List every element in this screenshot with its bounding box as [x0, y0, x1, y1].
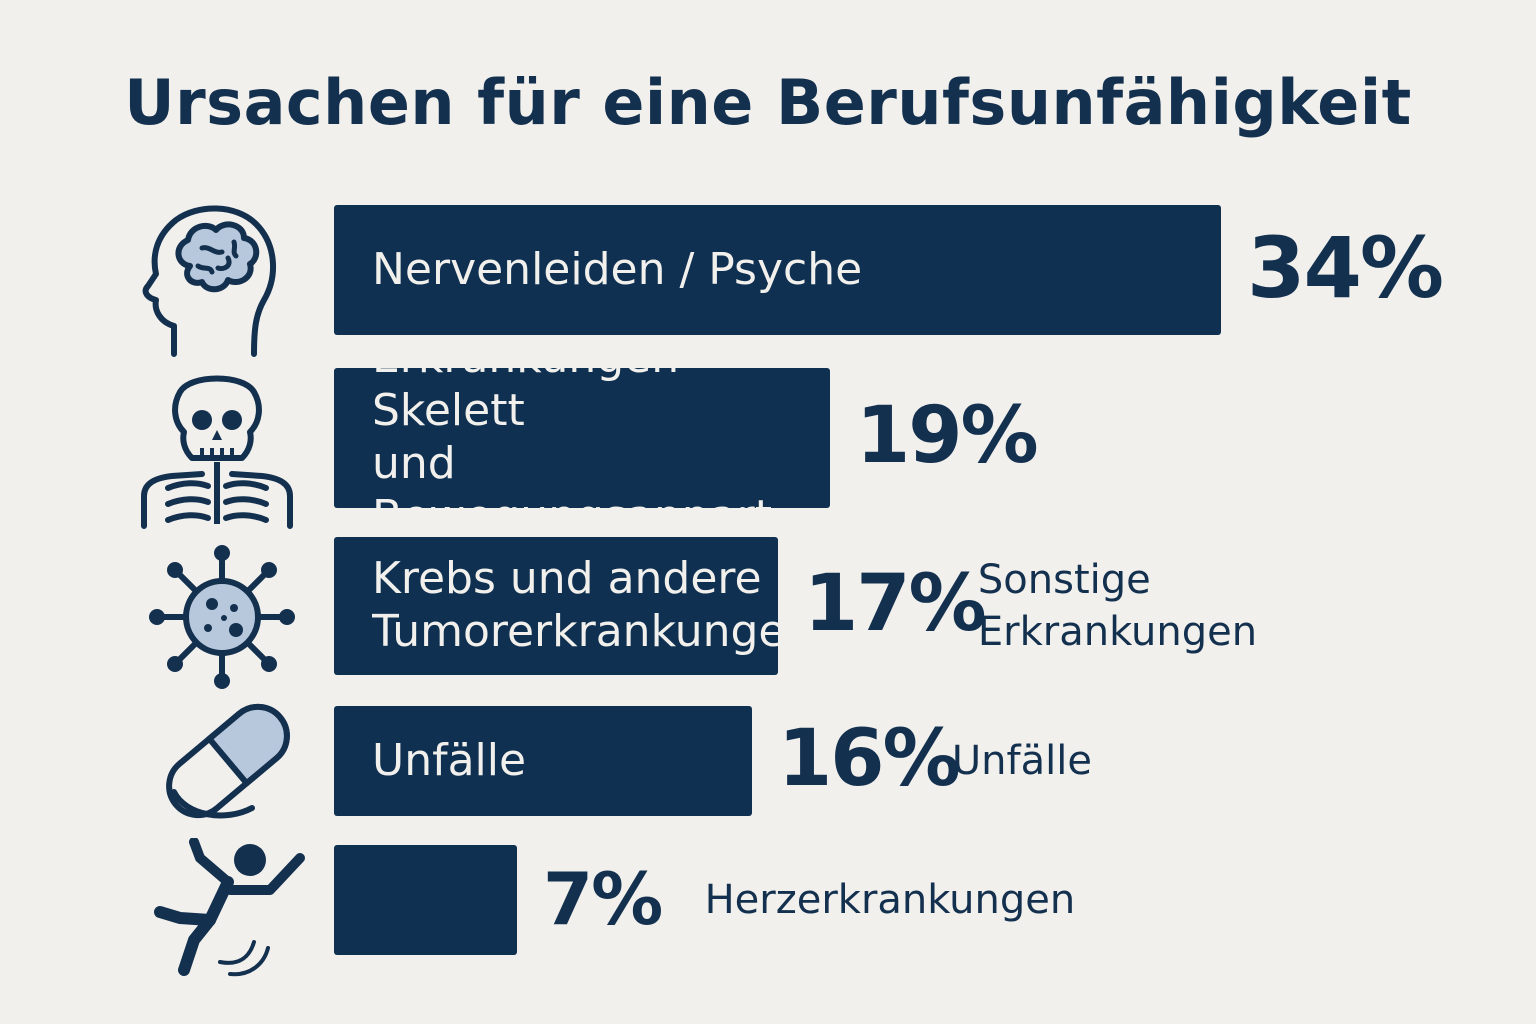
chart-title: Ursachen für eine Berufsunfähigkeit — [124, 66, 1412, 139]
virus-icon — [149, 545, 295, 689]
bar: Erkrankungen Skelett und Bewegungsappart — [334, 332, 830, 542]
skeleton-icon — [141, 375, 293, 529]
value-label: 16% — [778, 714, 961, 805]
bar — [334, 845, 517, 955]
side-label: Herzerkrankungen — [704, 877, 1076, 923]
pill-capsule-icon — [166, 703, 290, 819]
value-label: 34% — [1247, 219, 1444, 318]
falling-person-icon — [154, 838, 305, 977]
value-label: 19% — [856, 391, 1039, 482]
value-label: 7% — [543, 856, 663, 941]
bar-label: Unfälle — [372, 734, 527, 786]
value-label: 17% — [804, 559, 987, 650]
bar: Unfälle — [334, 706, 752, 816]
bar-label: Nervenleiden / Psyche — [372, 243, 863, 295]
side-label: Unfälle — [951, 738, 1092, 784]
bar-label: Erkrankungen Skelett und Bewegungsappart — [372, 332, 772, 542]
side-label: Sonstige Erkrankungen — [977, 557, 1258, 655]
bar: Krebs und andere Tumorerkrankunge — [334, 537, 778, 675]
brain-head-icon — [142, 205, 276, 357]
bar: Nervenleiden / Psyche — [334, 205, 1221, 335]
bar-label: Krebs und andere Tumorerkrankunge — [372, 553, 778, 657]
